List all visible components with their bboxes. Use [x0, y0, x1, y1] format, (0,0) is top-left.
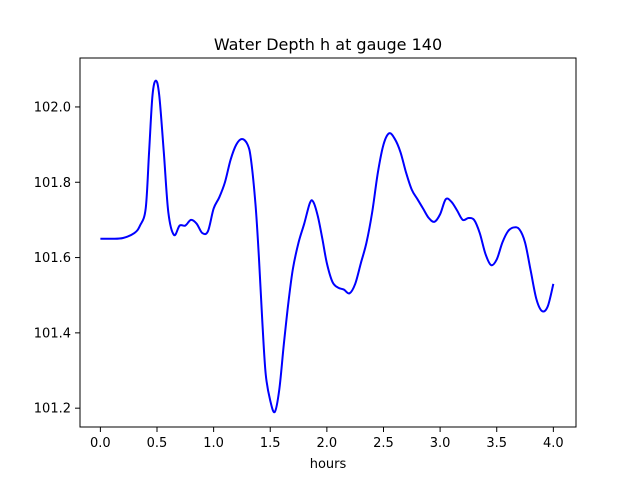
y-axis: 101.2 101.4 101.6 101.8 102.0 — [34, 100, 80, 417]
x-tick-label: 4.0 — [543, 436, 564, 451]
chart-title: Water Depth h at gauge 140 — [214, 35, 442, 54]
y-tick-label: 101.8 — [34, 176, 71, 191]
y-tick-label: 101.2 — [34, 402, 71, 417]
y-tick-label: 101.4 — [34, 326, 71, 341]
x-tick-label: 0.0 — [90, 436, 111, 451]
plot-area — [100, 79, 555, 414]
x-tick-label: 3.5 — [486, 436, 507, 451]
x-tick-label: 2.5 — [373, 436, 394, 451]
y-tick-label: 101.6 — [34, 251, 71, 266]
x-tick-label: 1.5 — [260, 436, 281, 451]
x-axis: 0.0 0.5 1.0 1.5 2.0 2.5 3.0 3.5 4.0 — [90, 427, 564, 451]
x-tick-label: 1.0 — [203, 436, 224, 451]
y-tick-label: 102.0 — [34, 100, 71, 115]
series-line — [100, 79, 555, 414]
x-tick-label: 2.0 — [317, 436, 338, 451]
x-tick-label: 3.0 — [430, 436, 451, 451]
x-tick-label: 0.5 — [147, 436, 168, 451]
x-axis-label: hours — [310, 457, 347, 472]
plot-frame — [79, 57, 577, 428]
